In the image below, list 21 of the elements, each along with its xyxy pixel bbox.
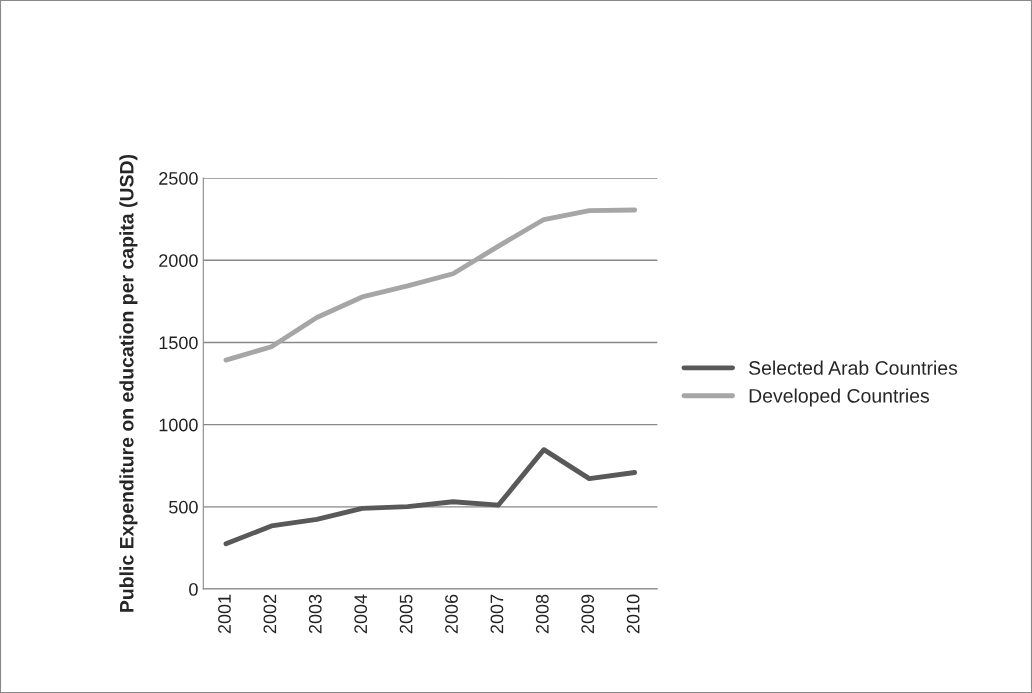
x-tick-label: 2004 xyxy=(354,594,368,634)
y-tick-label: 0 xyxy=(189,582,198,596)
legend-label: Developed Countries xyxy=(749,388,930,407)
y-axis-title: Public Expenditure on education per capita (USD) xyxy=(119,154,138,612)
x-tick-label: 2009 xyxy=(581,594,595,634)
x-tick-label: 2001 xyxy=(218,594,231,634)
x-tick-label: 2007 xyxy=(490,594,504,634)
line-series xyxy=(223,207,638,363)
x-tick-label: 2005 xyxy=(399,594,413,634)
legend-label: Selected Arab Countries xyxy=(749,360,958,375)
y-tick-label: 2000 xyxy=(159,254,198,268)
x-tick-label: 2003 xyxy=(308,594,322,634)
x-tick-label: 2002 xyxy=(263,594,277,634)
y-tick-label: 1500 xyxy=(159,336,198,350)
y-tick-label: 1000 xyxy=(159,418,198,432)
x-tick-label: 2006 xyxy=(445,594,458,634)
x-tick-label: 2010 xyxy=(626,594,640,634)
y-tick-label: 2500 xyxy=(159,172,198,185)
x-tick-label: 2008 xyxy=(535,594,549,634)
y-tick-label: 500 xyxy=(169,500,198,514)
line-series xyxy=(223,447,638,547)
